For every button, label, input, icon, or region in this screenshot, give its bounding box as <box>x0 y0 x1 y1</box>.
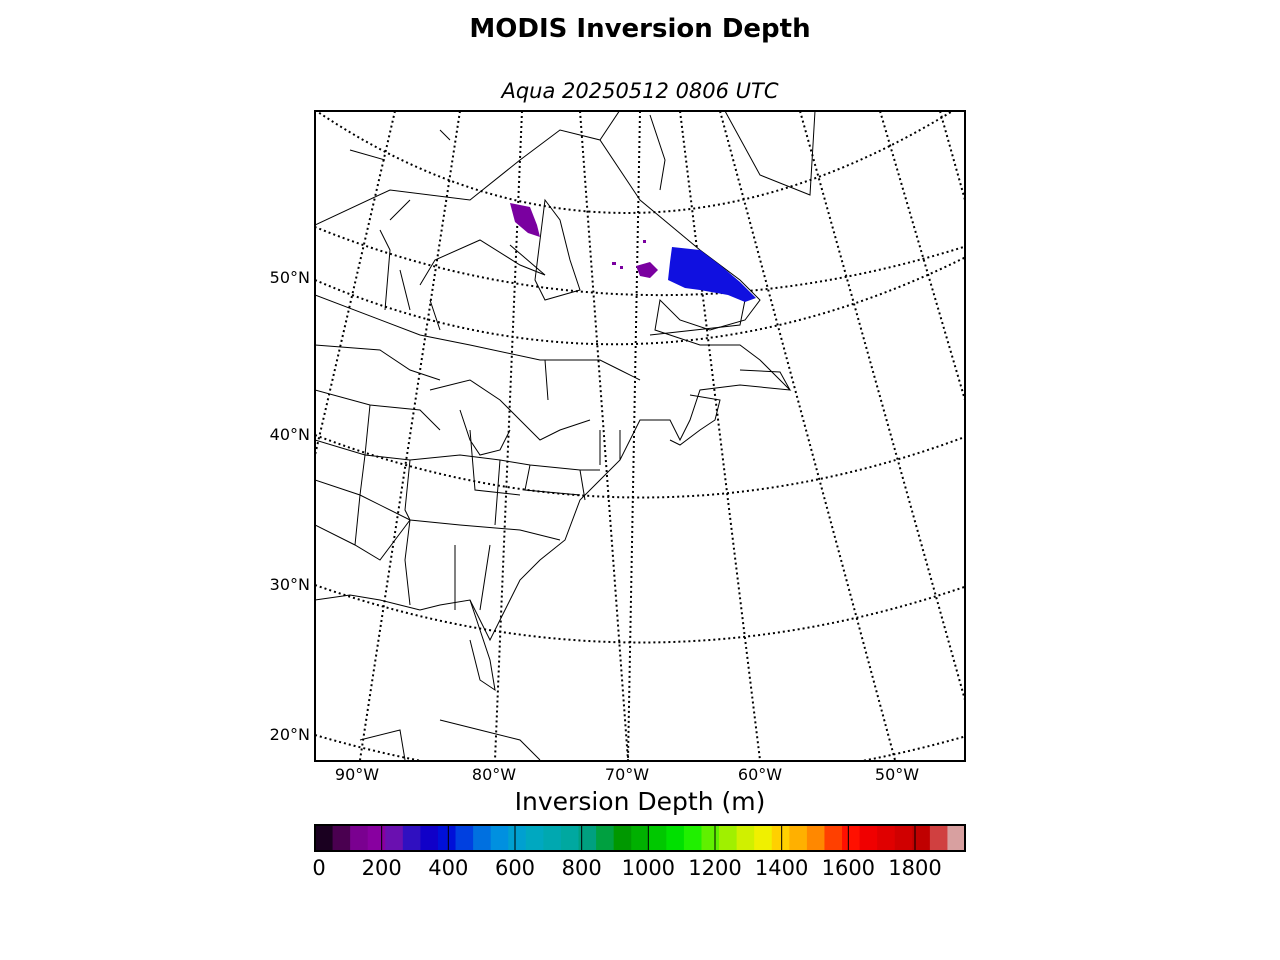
colorbar-tick-label: 1000 <box>621 856 676 880</box>
colorbar-swatch <box>596 825 615 851</box>
colorbar-swatch <box>824 825 843 851</box>
colorbar-swatch <box>929 825 949 851</box>
lat-label-30: 30°N <box>269 575 310 594</box>
colorbar-tick-label: 0 <box>312 856 326 880</box>
colorbar-swatch <box>437 825 457 851</box>
colorbar-tick-label: 1200 <box>688 856 742 880</box>
data-patch-purple-central <box>636 262 658 278</box>
lon-label-50: 50°W <box>874 765 920 784</box>
colorbar-ticks <box>314 825 916 851</box>
colorbar-swatch <box>754 825 773 851</box>
coastlines <box>315 111 816 761</box>
colorbar-swatch <box>508 825 527 851</box>
colorbar-swatch <box>859 825 878 851</box>
colorbar-swatch <box>525 825 544 851</box>
colorbar-swatch <box>877 825 896 851</box>
colorbar-swatch <box>719 825 738 851</box>
inversion-depth-data <box>510 203 756 302</box>
colorbar-swatch <box>631 825 650 851</box>
lon-label-90: 90°W <box>334 765 380 784</box>
colorbar-swatch <box>648 825 667 851</box>
colorbar-swatch <box>578 825 597 851</box>
colorbar-swatch <box>473 825 492 851</box>
longitude-lines <box>315 111 965 761</box>
colorbar-swatch <box>455 825 474 851</box>
lon-label-80: 80°W <box>471 765 517 784</box>
colorbar-swatch <box>683 825 703 851</box>
colorbar-swatch <box>701 825 720 851</box>
colorbar-swatch <box>806 825 826 851</box>
colorbar-tick-label: 200 <box>361 856 402 880</box>
data-patch-blue-east <box>668 247 756 302</box>
lat-label-20: 20°N <box>269 725 310 744</box>
data-speck-3 <box>643 240 646 243</box>
colorbar-swatch <box>947 825 966 851</box>
colorbar-swatch <box>420 825 439 851</box>
lat-label-50: 50°N <box>269 268 310 287</box>
colorbar-swatch <box>490 825 509 851</box>
colorbar-swatch <box>315 825 334 851</box>
colorbar-swatch <box>789 825 808 851</box>
colorbar-swatch <box>560 825 580 851</box>
colorbar-swatch <box>771 825 790 851</box>
colorbar-swatch <box>543 825 562 851</box>
colorbar-swatch <box>912 825 931 851</box>
map-subtitle: Aqua 20250512 0806 UTC <box>501 79 779 103</box>
colorbar-swatches <box>315 825 966 851</box>
lon-label-60: 60°W <box>737 765 783 784</box>
colorbar-tick-label: 1800 <box>888 856 942 880</box>
lat-label-40: 40°N <box>269 425 310 444</box>
colorbar-swatch <box>332 825 351 851</box>
colorbar-swatch <box>350 825 369 851</box>
colorbar-swatch <box>736 825 755 851</box>
colorbar-swatch <box>842 825 861 851</box>
colorbar-swatch <box>367 825 386 851</box>
colorbar-swatch <box>894 825 913 851</box>
colorbar-swatch <box>385 825 404 851</box>
colorbar-title: Inversion Depth (m) <box>514 787 766 816</box>
state-borders <box>315 229 746 611</box>
lon-label-70: 70°W <box>604 765 650 784</box>
latitude-lines <box>315 111 965 761</box>
colorbar-tick-label: 1600 <box>821 856 876 880</box>
data-speck-2 <box>620 266 623 269</box>
colorbar-tick-label: 1400 <box>754 856 809 880</box>
data-patch-purple-west <box>510 203 540 237</box>
colorbar-swatch <box>613 825 632 851</box>
colorbar-tick-label: 600 <box>494 856 536 880</box>
colorbar-swatch <box>402 825 422 851</box>
colorbar-swatch <box>666 825 685 851</box>
colorbar-tick-label: 800 <box>561 856 602 880</box>
colorbar-tick-label: 400 <box>428 856 469 880</box>
map-title: MODIS Inversion Depth <box>469 14 811 44</box>
data-speck-1 <box>612 262 616 265</box>
map-frame <box>314 110 966 762</box>
